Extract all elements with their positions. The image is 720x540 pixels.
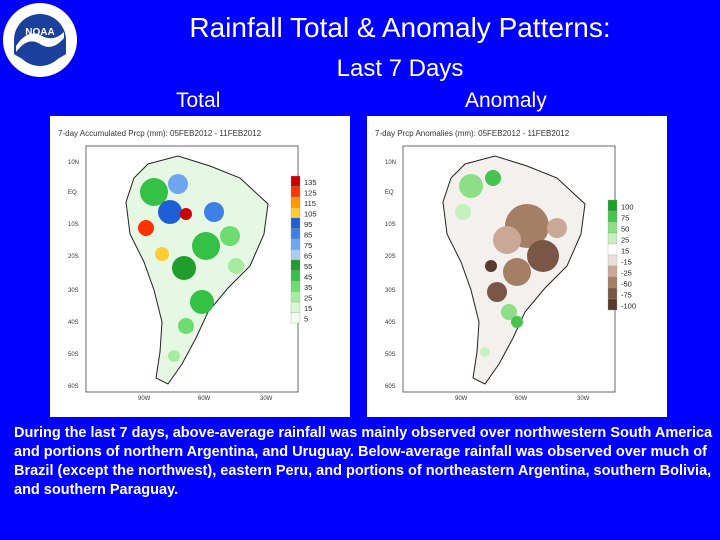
anomaly-legend-swatch	[607, 210, 618, 223]
total-legend-swatch	[290, 207, 301, 219]
total-map-header: 7-day Accumulated Prcp (mm): 05FEB2012 -…	[58, 129, 262, 138]
anomaly-map-header: 7-day Prcp Anomalies (mm): 05FEB2012 - 1…	[375, 129, 570, 138]
total-legend-label: 65	[304, 252, 312, 261]
total-legend-swatch	[290, 175, 301, 187]
svg-text:60W: 60W	[515, 396, 528, 402]
anomaly-map: 7-day Prcp Anomalies (mm): 05FEB2012 - 1…	[367, 116, 667, 417]
total-legend-swatch	[290, 196, 301, 208]
total-legend-label: 95	[304, 220, 312, 229]
anomaly-legend-swatch	[607, 243, 618, 256]
total-legend-label: 135	[304, 178, 317, 187]
total-rainfall-blobs	[138, 174, 244, 362]
svg-text:40S: 40S	[68, 320, 79, 326]
total-legend-label: 85	[304, 231, 312, 240]
total-legend-swatch	[290, 249, 301, 261]
svg-text:90W: 90W	[138, 396, 151, 402]
svg-text:20S: 20S	[385, 254, 396, 260]
total-legend-swatch	[290, 291, 301, 303]
slide-caption: During the last 7 days, above-average ra…	[14, 425, 713, 498]
svg-text:10N: 10N	[385, 160, 396, 166]
total-legend-swatch	[290, 312, 301, 324]
svg-text:50S: 50S	[68, 352, 79, 358]
total-legend-swatch	[290, 259, 301, 271]
total-legend-swatch	[290, 280, 301, 292]
total-legend-swatch	[290, 186, 301, 198]
svg-text:EQ: EQ	[385, 190, 394, 196]
slide-title: Rainfall Total & Anomaly Patterns:	[189, 12, 611, 43]
anomaly-legend-swatch	[607, 232, 618, 245]
total-lon-labels: 90W 60W 30W	[138, 396, 273, 402]
total-legend-label: 115	[304, 199, 316, 208]
anomaly-legend-label: 50	[621, 225, 629, 234]
anomaly-legend-label: -100	[621, 302, 636, 311]
anomaly-legend-label: -15	[621, 258, 632, 267]
anomaly-legend-swatch	[607, 254, 618, 267]
svg-text:50S: 50S	[385, 352, 396, 358]
svg-text:40S: 40S	[385, 320, 396, 326]
svg-text:10S: 10S	[385, 222, 396, 228]
anomaly-legend-label: -75	[621, 291, 632, 300]
total-legend-label: 125	[304, 189, 317, 198]
svg-text:EQ: EQ	[68, 190, 77, 196]
svg-text:30S: 30S	[385, 288, 396, 294]
anomaly-label: Anomaly	[465, 89, 547, 112]
total-legend-label: 35	[304, 283, 312, 292]
svg-text:60S: 60S	[68, 384, 79, 390]
anomaly-legend-label: 75	[621, 214, 629, 223]
noaa-logo-text: NOAA	[25, 27, 54, 38]
slide-subtitle: Last 7 Days	[336, 55, 464, 82]
anomaly-legend-label: 15	[621, 247, 629, 256]
anomaly-legend: 100 75 50 25 15 -15 -25 -50 -75 -100	[607, 199, 636, 311]
anomaly-legend-label: 100	[621, 203, 634, 212]
anomaly-legend-swatch	[607, 265, 618, 278]
total-lat-labels: 10N EQ 10S 20S 30S 40S 50S 60S	[68, 160, 79, 390]
total-legend-swatch	[290, 217, 301, 229]
total-legend-swatch	[290, 228, 301, 240]
anomaly-lat-labels: 10N EQ 10S 20S 30S 40S 50S 60S	[385, 160, 396, 390]
svg-text:60S: 60S	[385, 384, 396, 390]
anomaly-blobs	[455, 170, 567, 357]
total-map-figure: 7-day Accumulated Prcp (mm): 05FEB2012 -…	[58, 129, 317, 402]
svg-text:30S: 30S	[68, 288, 79, 294]
total-label: Total	[176, 89, 221, 112]
total-legend-label: 45	[304, 273, 312, 282]
anomaly-map-figure: 7-day Prcp Anomalies (mm): 05FEB2012 - 1…	[375, 129, 636, 402]
total-legend-swatch	[290, 270, 301, 282]
svg-text:90W: 90W	[455, 396, 468, 402]
svg-text:60W: 60W	[198, 396, 211, 402]
anomaly-legend-swatch	[607, 221, 618, 234]
anomaly-legend-swatch	[607, 276, 618, 289]
total-legend-label: 55	[304, 262, 312, 271]
anomaly-lon-labels: 90W 60W 30W	[455, 396, 590, 402]
svg-text:10N: 10N	[68, 160, 79, 166]
svg-text:20S: 20S	[68, 254, 79, 260]
total-legend-swatch	[290, 238, 301, 250]
total-legend-label: 75	[304, 241, 312, 250]
total-map: 7-day Accumulated Prcp (mm): 05FEB2012 -…	[50, 116, 350, 417]
noaa-logo: NOAA	[3, 3, 77, 77]
anomaly-legend-swatch	[607, 298, 618, 311]
svg-text:30W: 30W	[577, 396, 590, 402]
total-legend-label: 5	[304, 315, 308, 324]
total-legend-label: 25	[304, 294, 312, 303]
total-legend-swatch	[290, 301, 301, 313]
svg-text:10S: 10S	[68, 222, 79, 228]
anomaly-legend-label: -50	[621, 280, 632, 289]
total-legend-label: 15	[304, 304, 312, 313]
total-legend-label: 105	[304, 210, 317, 219]
anomaly-legend-swatch	[607, 199, 618, 212]
anomaly-legend-label: -25	[621, 269, 632, 278]
svg-text:30W: 30W	[260, 396, 273, 402]
anomaly-legend-swatch	[607, 287, 618, 300]
anomaly-legend-label: 25	[621, 236, 629, 245]
